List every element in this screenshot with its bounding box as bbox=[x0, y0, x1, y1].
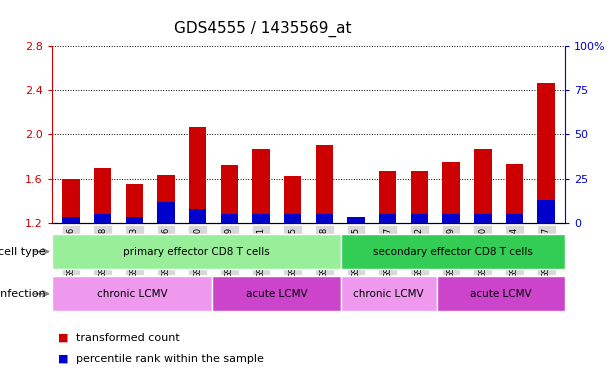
FancyBboxPatch shape bbox=[341, 276, 437, 311]
Bar bbox=[189, 127, 207, 223]
FancyBboxPatch shape bbox=[410, 225, 429, 275]
Bar bbox=[157, 175, 175, 223]
Bar bbox=[316, 146, 333, 223]
Bar bbox=[94, 214, 111, 223]
Bar bbox=[411, 214, 428, 223]
FancyBboxPatch shape bbox=[378, 225, 397, 275]
Text: chronic LCMV: chronic LCMV bbox=[97, 289, 167, 299]
Text: GSM767679: GSM767679 bbox=[447, 227, 456, 278]
FancyBboxPatch shape bbox=[346, 225, 365, 275]
Text: GSM767671: GSM767671 bbox=[257, 227, 266, 278]
Bar bbox=[506, 164, 523, 223]
Text: GSM767667: GSM767667 bbox=[383, 227, 392, 278]
Bar bbox=[379, 214, 397, 223]
Text: ■: ■ bbox=[58, 354, 68, 364]
FancyBboxPatch shape bbox=[284, 225, 302, 275]
Bar bbox=[62, 179, 79, 223]
Bar bbox=[126, 217, 143, 223]
FancyBboxPatch shape bbox=[315, 225, 334, 275]
Text: chronic LCMV: chronic LCMV bbox=[353, 289, 424, 299]
FancyBboxPatch shape bbox=[341, 234, 565, 269]
Text: secondary effector CD8 T cells: secondary effector CD8 T cells bbox=[373, 247, 533, 257]
FancyBboxPatch shape bbox=[474, 225, 492, 275]
FancyBboxPatch shape bbox=[188, 225, 207, 275]
Bar bbox=[221, 166, 238, 223]
FancyBboxPatch shape bbox=[220, 225, 239, 275]
FancyBboxPatch shape bbox=[156, 225, 175, 275]
Bar bbox=[474, 149, 491, 223]
FancyBboxPatch shape bbox=[537, 225, 555, 275]
FancyBboxPatch shape bbox=[52, 276, 213, 311]
Bar bbox=[94, 167, 111, 223]
Bar bbox=[316, 214, 333, 223]
Text: GSM767673: GSM767673 bbox=[130, 227, 139, 278]
Text: GDS4555 / 1435569_at: GDS4555 / 1435569_at bbox=[174, 21, 351, 37]
Text: infection: infection bbox=[0, 289, 49, 299]
Text: GSM767676: GSM767676 bbox=[161, 227, 170, 278]
Bar bbox=[474, 214, 491, 223]
Text: GSM767665: GSM767665 bbox=[351, 227, 360, 278]
FancyBboxPatch shape bbox=[62, 225, 80, 275]
Text: GSM767668: GSM767668 bbox=[98, 227, 107, 278]
Bar bbox=[284, 176, 301, 223]
FancyBboxPatch shape bbox=[52, 234, 341, 269]
Text: GSM767677: GSM767677 bbox=[542, 227, 551, 278]
Bar bbox=[252, 214, 269, 223]
Text: acute LCMV: acute LCMV bbox=[246, 289, 307, 299]
Text: GSM767675: GSM767675 bbox=[288, 227, 297, 278]
FancyBboxPatch shape bbox=[505, 225, 524, 275]
Bar bbox=[189, 209, 207, 223]
Text: GSM767670: GSM767670 bbox=[478, 227, 488, 278]
Bar bbox=[252, 149, 269, 223]
Bar bbox=[126, 184, 143, 223]
Bar bbox=[538, 200, 555, 223]
Text: GSM767678: GSM767678 bbox=[320, 227, 329, 278]
Bar bbox=[379, 171, 397, 223]
Text: GSM767672: GSM767672 bbox=[415, 227, 424, 278]
Bar bbox=[348, 217, 365, 223]
Bar bbox=[442, 162, 460, 223]
Bar bbox=[411, 171, 428, 223]
Bar bbox=[538, 83, 555, 223]
FancyBboxPatch shape bbox=[442, 225, 461, 275]
FancyBboxPatch shape bbox=[437, 276, 565, 311]
Bar bbox=[157, 202, 175, 223]
Bar bbox=[442, 214, 460, 223]
FancyBboxPatch shape bbox=[93, 225, 112, 275]
Bar bbox=[506, 214, 523, 223]
Bar bbox=[348, 217, 365, 223]
Bar bbox=[284, 214, 301, 223]
Text: GSM767666: GSM767666 bbox=[67, 227, 75, 278]
Text: acute LCMV: acute LCMV bbox=[470, 289, 532, 299]
Text: GSM767680: GSM767680 bbox=[193, 227, 202, 278]
FancyBboxPatch shape bbox=[213, 276, 341, 311]
Text: ■: ■ bbox=[58, 333, 68, 343]
Text: GSM767669: GSM767669 bbox=[225, 227, 234, 278]
Bar bbox=[221, 214, 238, 223]
FancyBboxPatch shape bbox=[252, 225, 271, 275]
Text: primary effector CD8 T cells: primary effector CD8 T cells bbox=[123, 247, 269, 257]
Bar bbox=[62, 217, 79, 223]
FancyBboxPatch shape bbox=[125, 225, 144, 275]
Text: percentile rank within the sample: percentile rank within the sample bbox=[76, 354, 264, 364]
Text: transformed count: transformed count bbox=[76, 333, 180, 343]
Text: cell type: cell type bbox=[0, 247, 49, 257]
Text: GSM767674: GSM767674 bbox=[510, 227, 519, 278]
